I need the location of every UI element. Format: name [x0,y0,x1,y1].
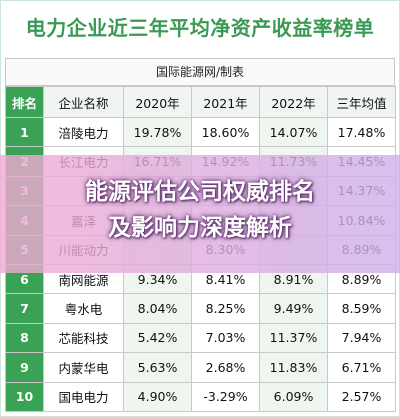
avg-cell: 6.71% [327,352,396,383]
header-rank: 排名 [5,86,44,118]
header-2021: 2021年 [191,86,260,118]
table-row: 9 内蒙华电 5.63% 2.68% 11.83% 6.71% [5,352,396,383]
value-2022-cell: 11.83% [259,352,328,383]
value-2021-cell: 2.68% [191,352,260,383]
table-row: 1 涪陵电力 19.78% 18.60% 14.07% 17.48% [5,116,396,148]
value-2022-cell: 6.09% [259,381,328,412]
overlay-subheadline: 及影响力深度解析 [108,215,292,241]
avg-cell: 17.48% [327,116,396,148]
value-2022-cell: 11.37% [259,322,328,354]
avg-cell: 2.57% [327,381,396,412]
value-2021-cell: 18.60% [191,116,260,148]
value-2021-cell: 7.03% [191,322,260,354]
rank-cell: 9 [5,352,44,383]
rank-cell: 10 [5,381,44,412]
value-2020-cell: 5.63% [123,352,192,383]
value-2022-cell: 9.49% [259,293,328,324]
header-company: 企业名称 [43,86,124,118]
header-avg: 三年均值 [327,86,396,118]
header-2020: 2020年 [123,86,192,118]
company-cell: 涪陵电力 [43,116,124,148]
rank-cell: 1 [5,116,44,148]
value-2021-cell: 8.25% [191,293,260,324]
overlay-headline: 能源评估公司权威排名 [85,179,315,205]
page-title: 电力企业近三年平均净资产收益率榜单 [25,16,375,40]
value-2020-cell: 5.42% [123,322,192,354]
table-row: 10 国电电力 4.90% -3.29% 6.09% 2.57% [5,381,396,412]
company-cell: 粤水电 [43,293,124,324]
company-cell: 国电电力 [43,381,124,412]
overlay-banner [0,155,400,273]
rank-cell: 7 [5,293,44,324]
avg-cell: 7.94% [327,322,396,354]
table-row: 7 粤水电 8.04% 8.25% 9.49% 8.59% [5,293,396,324]
value-2022-cell: 14.07% [259,116,328,148]
value-2020-cell: 8.04% [123,293,192,324]
value-2020-cell: 19.78% [123,116,192,148]
header-2022: 2022年 [259,86,328,118]
value-2021-cell: -3.29% [191,381,260,412]
company-cell: 内蒙华电 [43,352,124,383]
table-row: 8 芯能科技 5.42% 7.03% 11.37% 7.94% [5,322,396,354]
header-row: 排名 企业名称 2020年 2021年 2022年 三年均值 [5,86,396,118]
value-2020-cell: 4.90% [123,381,192,412]
source-label: 国际能源网/制表 [5,58,395,86]
rank-cell: 8 [5,322,44,354]
avg-cell: 8.59% [327,293,396,324]
company-cell: 芯能科技 [43,322,124,354]
